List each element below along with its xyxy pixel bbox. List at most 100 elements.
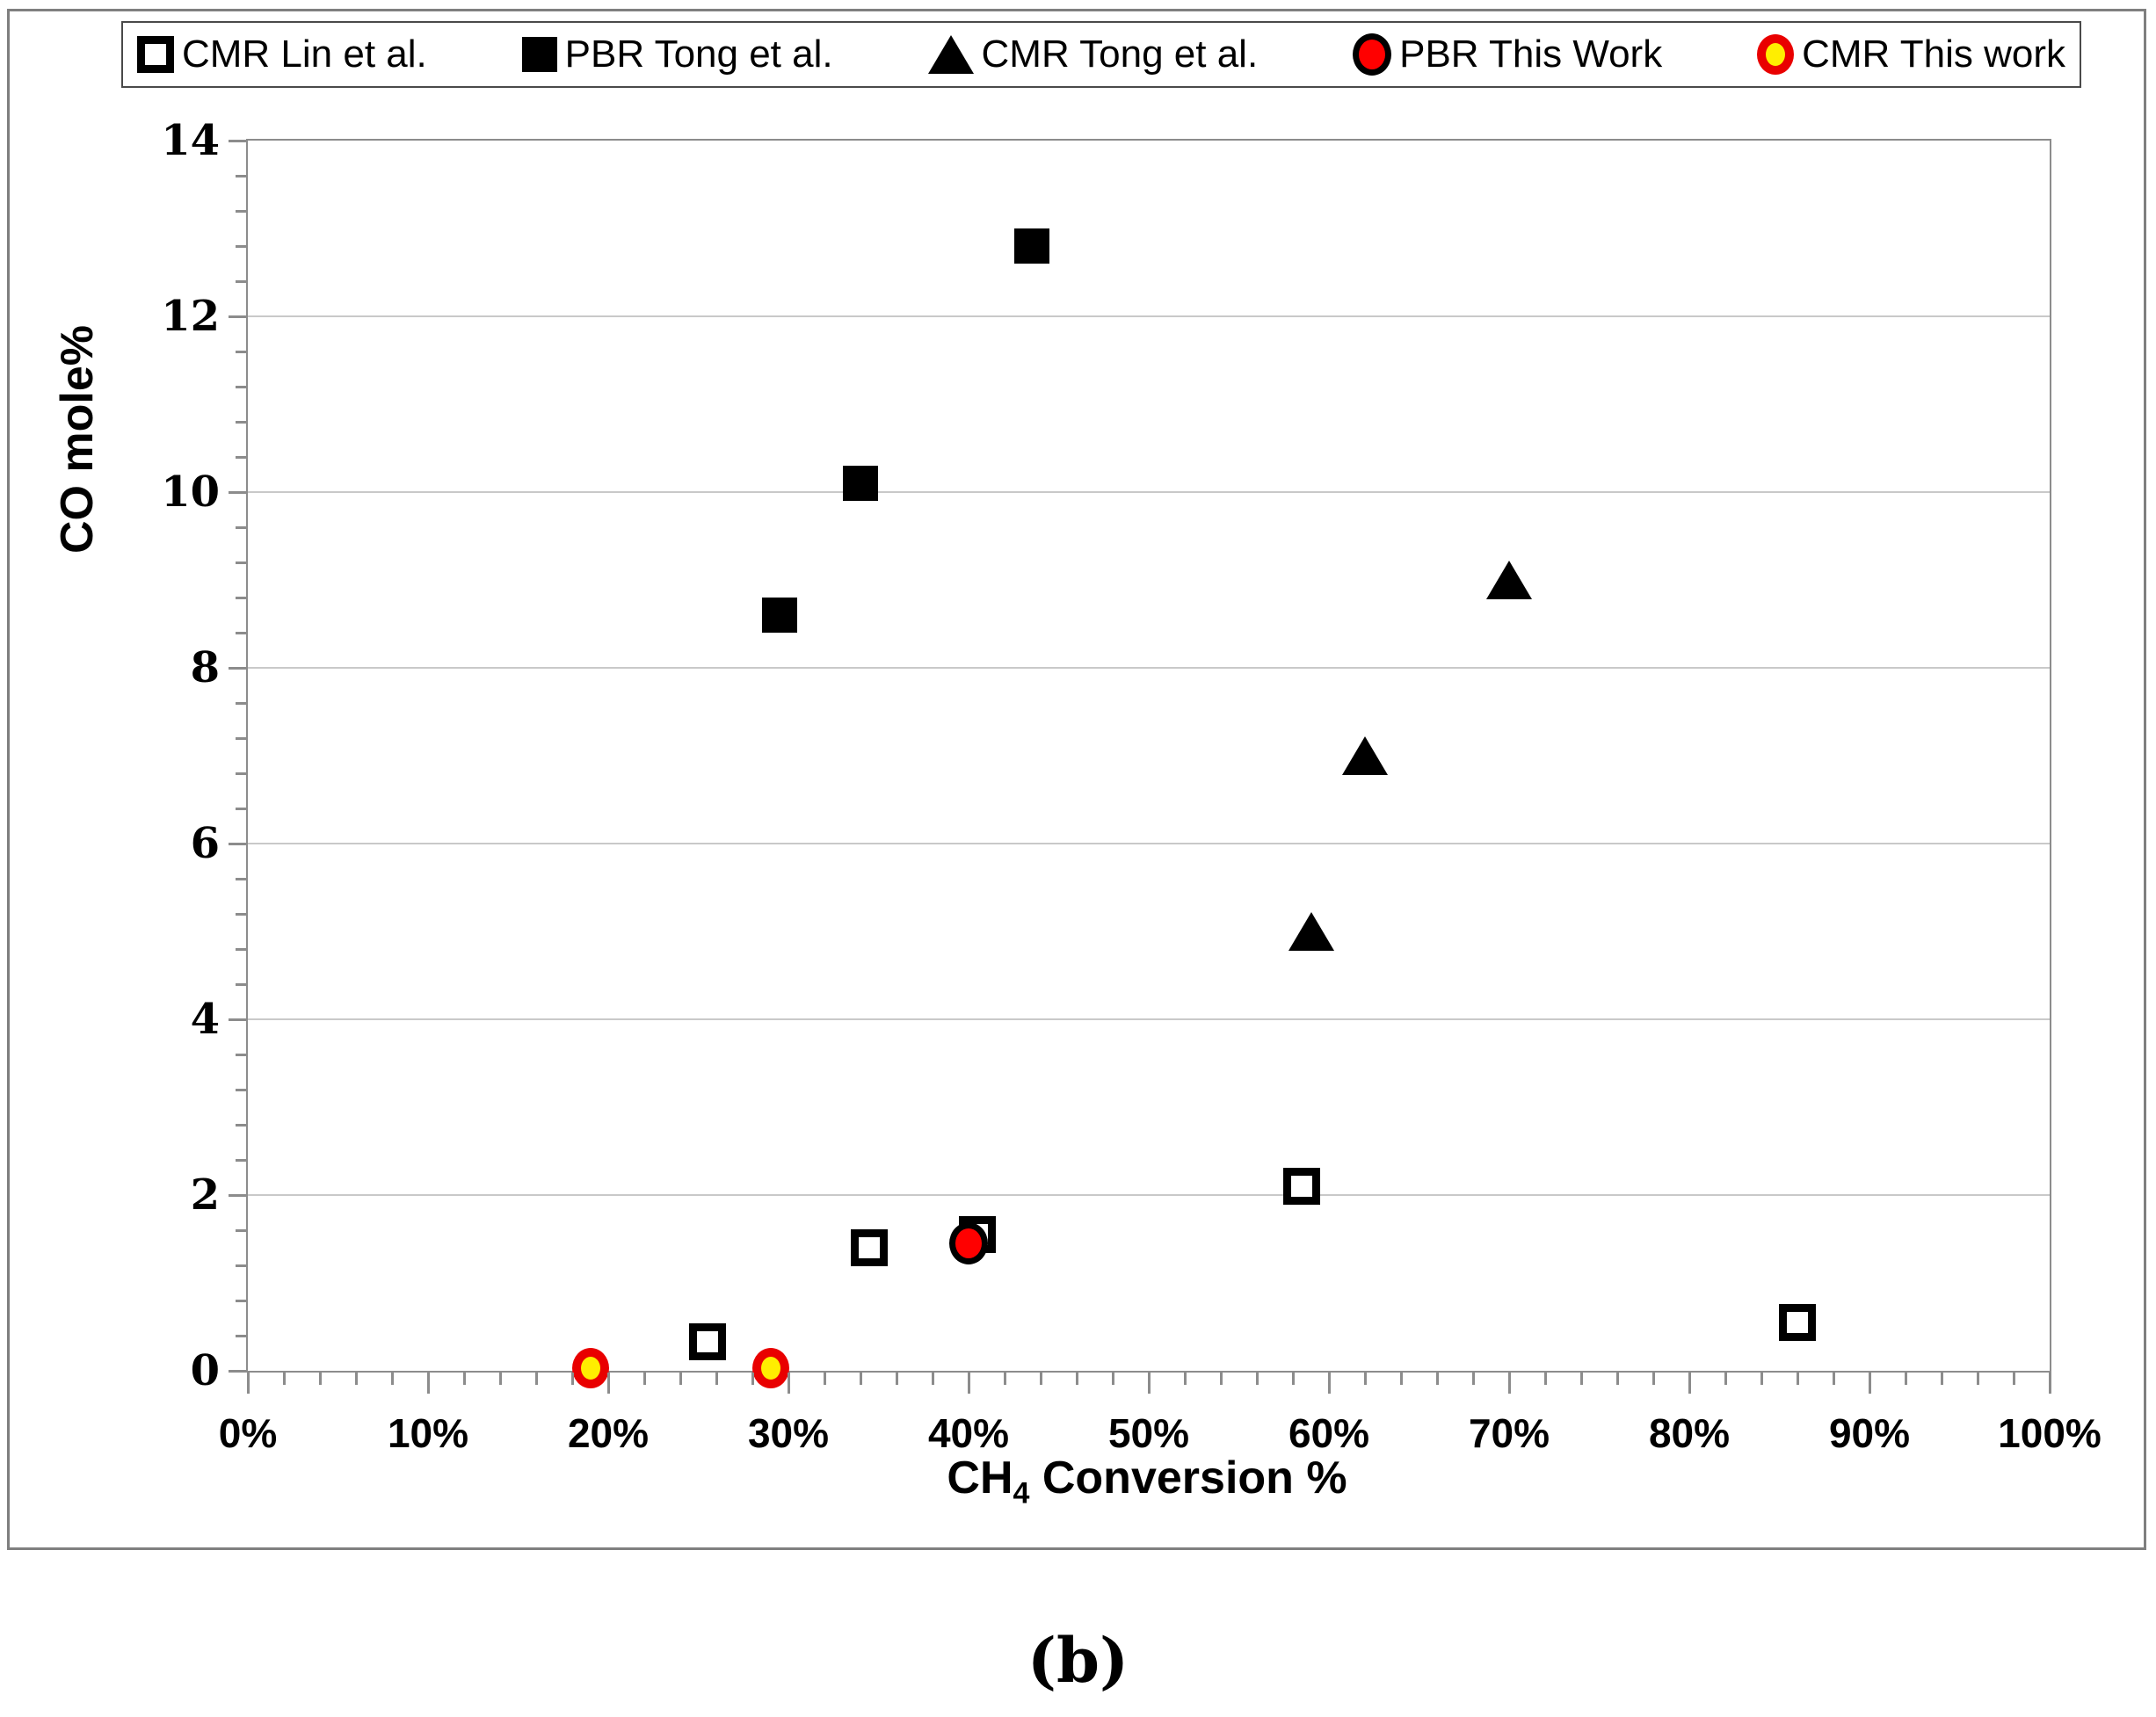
x-tick [1256, 1373, 1259, 1385]
legend-item-open-square: CMR Lin et al. [137, 35, 427, 74]
x-tick-label: 30% [747, 1410, 830, 1456]
data-point-red-circle [949, 1222, 988, 1264]
y-tick [236, 1264, 248, 1267]
y-tick [236, 702, 248, 705]
y-tick [236, 808, 248, 810]
y-tick [236, 210, 248, 213]
x-tick [1400, 1373, 1403, 1385]
x-tick [391, 1373, 394, 1385]
data-point-open-square [688, 1323, 726, 1360]
x-tick [2013, 1373, 2015, 1385]
y-tick [229, 843, 248, 845]
y-tick [236, 737, 248, 740]
x-axis-title: CH4 Conversion % [246, 1452, 2048, 1511]
y-tick-label: 2 [190, 1170, 220, 1220]
filled-square-icon [521, 37, 557, 72]
y-tick [236, 1089, 248, 1091]
data-point-open-square [1779, 1304, 1816, 1341]
x-tick [499, 1373, 502, 1385]
y-tick [236, 280, 248, 283]
y-tick [236, 1124, 248, 1127]
y-tick [236, 948, 248, 951]
y-tick [236, 456, 248, 459]
y-tick [229, 140, 248, 142]
x-tick [1869, 1373, 1871, 1394]
y-tick-label: 8 [190, 643, 220, 692]
data-point-open-square [1283, 1168, 1321, 1205]
x-tick [679, 1373, 682, 1385]
gridline-y-8 [248, 667, 2050, 669]
y-tick [236, 632, 248, 634]
x-tick-label: 80% [1648, 1410, 1731, 1456]
x-tick [1328, 1373, 1331, 1394]
x-tick [1148, 1373, 1151, 1394]
yellow-circle-icon [1757, 34, 1795, 75]
y-tick-label: 6 [190, 819, 220, 868]
x-tick [535, 1373, 538, 1385]
x-tick [932, 1373, 934, 1385]
x-tick [463, 1373, 466, 1385]
x-tick [355, 1373, 358, 1385]
y-tick-label: 14 [161, 116, 220, 165]
y-axis-title: CO mole% [52, 324, 103, 554]
x-tick-label: 70% [1468, 1410, 1550, 1456]
x-tick [1472, 1373, 1475, 1385]
data-point-filled-square [1013, 228, 1049, 264]
data-point-yellow-circle [751, 1348, 789, 1388]
gridline-y-10 [248, 491, 2050, 493]
data-point-filled-square [843, 466, 878, 501]
gridline-y-6 [248, 843, 2050, 844]
y-tick [236, 597, 248, 599]
legend: CMR Lin et al. PBR Tong et al. CMR Tong et… [121, 21, 2081, 88]
legend-item-filled-square: PBR Tong et al. [521, 33, 833, 76]
x-tick [1508, 1373, 1511, 1394]
plot-area [246, 139, 2051, 1388]
x-tick-label: 40% [927, 1410, 1010, 1456]
x-tick-label: 0% [218, 1410, 278, 1456]
x-tick [1797, 1373, 1799, 1385]
y-tick [236, 175, 248, 177]
x-tick [1436, 1373, 1439, 1385]
y-tick [236, 421, 248, 424]
data-point-filled-triangle [1288, 912, 1334, 951]
x-tick [1364, 1373, 1367, 1385]
data-point-open-square [851, 1229, 889, 1266]
x-tick [1112, 1373, 1114, 1385]
x-tick [1040, 1373, 1042, 1385]
gridline-y-4 [248, 1018, 2050, 1020]
x-tick [1580, 1373, 1583, 1385]
y-tick [236, 1229, 248, 1232]
legend-label: CMR Lin et al. [182, 33, 427, 76]
y-tick [236, 772, 248, 775]
legend-label: PBR Tong et al. [564, 33, 833, 76]
x-tick [1760, 1373, 1763, 1385]
y-tick-label: 12 [161, 292, 220, 341]
x-tick [607, 1373, 610, 1394]
data-point-filled-square [761, 598, 797, 633]
y-tick [236, 913, 248, 916]
open-square-icon [137, 36, 174, 73]
x-tick [751, 1373, 754, 1385]
y-tick [236, 386, 248, 388]
x-tick [1941, 1373, 1943, 1385]
y-tick [229, 1370, 248, 1373]
x-tick [1004, 1373, 1006, 1385]
x-tick [824, 1373, 826, 1385]
y-tick [229, 1194, 248, 1197]
y-tick [236, 878, 248, 880]
y-tick [236, 1159, 248, 1162]
x-tick [860, 1373, 862, 1385]
data-point-filled-triangle [1486, 561, 1532, 599]
y-tick [236, 1300, 248, 1302]
x-tick [1652, 1373, 1655, 1385]
x-tick [1905, 1373, 1907, 1385]
legend-label: CMR This work [1802, 33, 2065, 76]
legend-item-red-circle: PBR This Work [1353, 33, 1662, 76]
x-tick [571, 1373, 574, 1385]
y-tick [229, 667, 248, 670]
x-tick-label: 100% [1998, 1410, 2102, 1456]
x-tick [1616, 1373, 1619, 1385]
gridline-y-2 [248, 1194, 2050, 1196]
y-tick [236, 351, 248, 353]
x-tick [643, 1373, 646, 1385]
